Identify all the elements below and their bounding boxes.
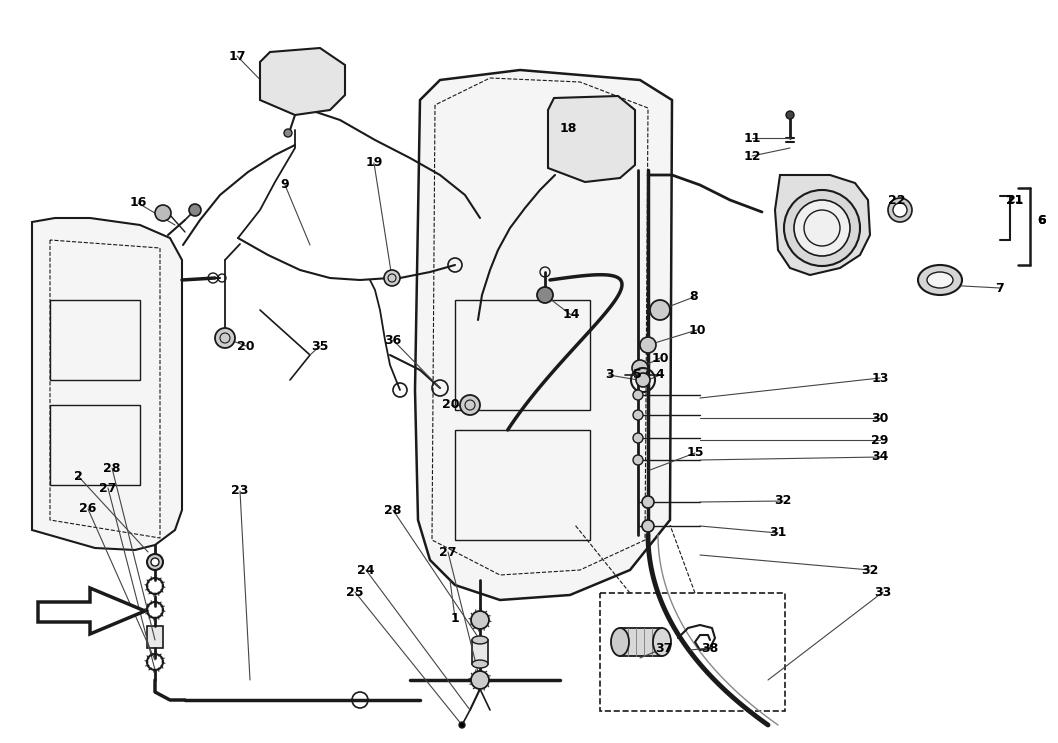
Text: 30: 30 — [872, 412, 889, 424]
Circle shape — [636, 373, 650, 387]
Text: 7: 7 — [996, 282, 1004, 294]
Ellipse shape — [927, 272, 953, 288]
Polygon shape — [260, 48, 345, 115]
Text: 12: 12 — [744, 149, 761, 163]
Text: 17: 17 — [229, 50, 245, 62]
Circle shape — [640, 337, 656, 353]
Circle shape — [632, 360, 647, 376]
Text: 35: 35 — [311, 340, 329, 352]
Ellipse shape — [612, 628, 630, 656]
Bar — [472, 640, 488, 664]
Text: 27: 27 — [439, 545, 457, 559]
Text: 25: 25 — [346, 585, 364, 599]
Ellipse shape — [918, 265, 962, 295]
Text: 13: 13 — [872, 372, 889, 384]
Polygon shape — [32, 218, 182, 550]
Bar — [50, 405, 140, 485]
Bar — [455, 300, 590, 410]
Text: 20: 20 — [237, 340, 255, 352]
Circle shape — [794, 200, 850, 256]
Polygon shape — [776, 175, 870, 275]
Text: 34: 34 — [872, 450, 889, 464]
Circle shape — [633, 410, 643, 420]
Ellipse shape — [472, 660, 488, 668]
Text: 22: 22 — [889, 193, 906, 207]
Circle shape — [888, 198, 912, 222]
Text: 24: 24 — [358, 563, 375, 577]
Circle shape — [147, 554, 163, 570]
Bar — [50, 300, 140, 380]
Text: 26: 26 — [79, 502, 96, 516]
Text: 18: 18 — [560, 122, 577, 134]
Text: 32: 32 — [861, 563, 879, 577]
Circle shape — [642, 520, 654, 532]
Text: 19: 19 — [365, 157, 383, 169]
Text: 11: 11 — [744, 132, 761, 144]
Text: 32: 32 — [774, 495, 791, 507]
Text: 33: 33 — [874, 585, 892, 599]
Circle shape — [642, 496, 654, 508]
Text: 6: 6 — [1038, 213, 1046, 227]
Text: 5: 5 — [633, 369, 641, 381]
Text: 38: 38 — [701, 641, 718, 655]
Circle shape — [471, 671, 489, 689]
Circle shape — [786, 111, 794, 119]
Ellipse shape — [472, 636, 488, 644]
Bar — [620, 628, 662, 656]
Circle shape — [284, 129, 292, 137]
Text: 31: 31 — [769, 527, 787, 539]
Circle shape — [537, 287, 553, 303]
Text: 9: 9 — [280, 178, 289, 192]
Text: 20: 20 — [442, 398, 460, 412]
Text: 28: 28 — [104, 461, 121, 475]
Circle shape — [784, 190, 860, 266]
Text: 10: 10 — [689, 323, 706, 337]
Polygon shape — [548, 96, 635, 182]
Text: 23: 23 — [232, 484, 249, 498]
Polygon shape — [38, 588, 145, 634]
Circle shape — [151, 558, 159, 566]
Ellipse shape — [653, 628, 671, 656]
Text: 4: 4 — [656, 369, 664, 381]
Text: 2: 2 — [74, 470, 83, 482]
Circle shape — [384, 270, 400, 286]
Text: 8: 8 — [690, 291, 698, 303]
Text: 36: 36 — [384, 334, 402, 346]
Circle shape — [189, 204, 201, 216]
Text: 14: 14 — [562, 308, 580, 322]
Text: 37: 37 — [655, 641, 673, 655]
Bar — [600, 593, 785, 711]
Circle shape — [633, 433, 643, 443]
Circle shape — [156, 205, 171, 221]
Circle shape — [633, 455, 643, 465]
Text: 21: 21 — [1007, 195, 1023, 205]
Text: 1: 1 — [451, 611, 459, 625]
Circle shape — [459, 722, 466, 728]
Circle shape — [471, 611, 489, 629]
Bar — [147, 626, 163, 648]
Text: 10: 10 — [652, 351, 669, 365]
Circle shape — [633, 390, 643, 400]
Text: 15: 15 — [687, 447, 704, 459]
Circle shape — [893, 203, 907, 217]
Polygon shape — [415, 70, 672, 600]
Bar — [455, 430, 590, 540]
Text: 16: 16 — [129, 196, 147, 210]
Circle shape — [650, 300, 670, 320]
Circle shape — [215, 328, 235, 348]
Text: 3: 3 — [605, 369, 614, 381]
Text: 6: 6 — [1038, 213, 1046, 227]
Text: 21: 21 — [1006, 193, 1024, 207]
Circle shape — [460, 395, 480, 415]
Text: 28: 28 — [384, 504, 402, 516]
Text: 29: 29 — [872, 433, 889, 447]
Text: 27: 27 — [99, 481, 116, 495]
